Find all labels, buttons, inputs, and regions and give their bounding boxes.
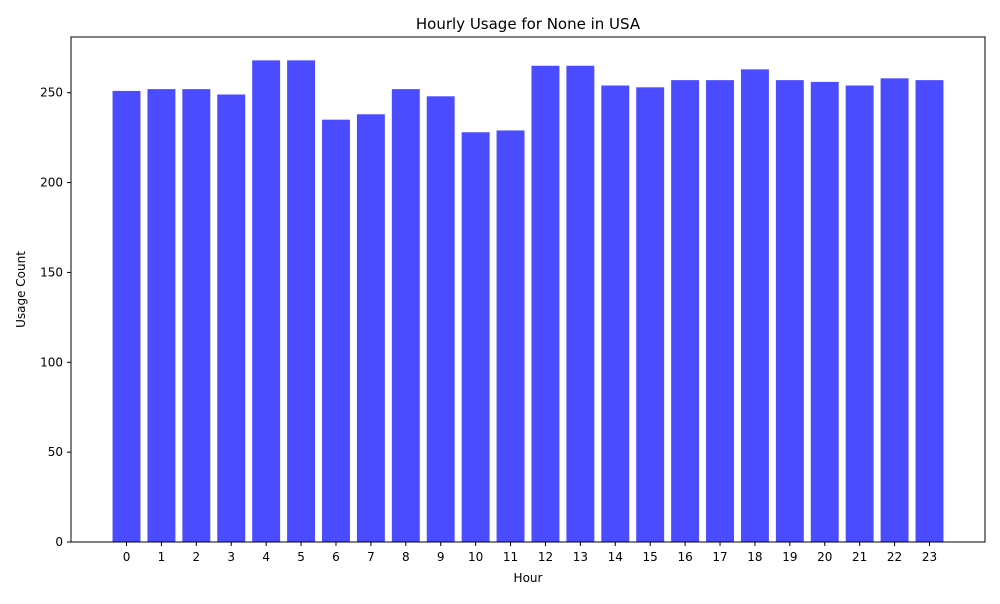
y-tick-label: 100	[40, 355, 63, 369]
bar-hour-1	[147, 89, 176, 543]
plot-frame	[70, 36, 986, 543]
y-tick-label: 200	[40, 176, 63, 190]
bar-hour-17	[706, 80, 734, 542]
bar-hour-14	[601, 85, 630, 542]
bars-group	[112, 60, 944, 543]
bar-hour-16	[671, 80, 700, 542]
x-tick-label: 5	[297, 550, 305, 564]
bar-hour-19	[775, 80, 804, 542]
x-tick-label: 17	[712, 550, 727, 564]
chart-title: Hourly Usage for None in USA	[416, 15, 641, 33]
x-tick-label: 0	[123, 550, 131, 564]
bar-hour-23	[915, 80, 944, 542]
bar-hour-6	[322, 119, 350, 542]
x-tick-label: 22	[887, 550, 902, 564]
y-axis: 0 50 100 150 200 250	[40, 86, 71, 549]
x-tick-label: 11	[503, 550, 518, 564]
bar-hour-4	[252, 60, 281, 543]
x-tick-label: 19	[782, 550, 797, 564]
x-tick-label: 9	[437, 550, 445, 564]
bar-hour-2	[182, 89, 211, 543]
bar-hour-11	[496, 130, 525, 542]
x-tick-label: 13	[573, 550, 588, 564]
bar-hour-0	[112, 90, 141, 543]
bar-hour-5	[287, 60, 316, 543]
y-axis-label: Usage Count	[14, 251, 28, 328]
bar-hour-15	[636, 87, 665, 542]
x-tick-label: 4	[262, 550, 270, 564]
x-axis: 0 1 2 3 4 5 6 7 8 9 10 11 12 13 14 15 16 17 18 19 20 21 22 23	[123, 542, 937, 564]
x-tick-label: 23	[922, 550, 937, 564]
x-tick-label: 3	[227, 550, 235, 564]
x-tick-label: 6	[332, 550, 340, 564]
x-tick-label: 7	[367, 550, 375, 564]
bar-hour-18	[740, 69, 769, 542]
y-tick-label: 250	[40, 86, 63, 100]
x-tick-label: 15	[643, 550, 658, 564]
x-tick-label: 1	[158, 550, 166, 564]
x-tick-label: 18	[747, 550, 762, 564]
y-tick-label: 50	[48, 445, 63, 459]
bar-hour-8	[391, 89, 420, 543]
x-tick-label: 21	[852, 550, 867, 564]
x-tick-label: 8	[402, 550, 410, 564]
x-tick-label: 12	[538, 550, 553, 564]
x-tick-label: 10	[468, 550, 483, 564]
y-tick-label: 0	[55, 535, 63, 549]
bar-hour-13	[566, 65, 595, 542]
x-tick-label: 14	[608, 550, 623, 564]
bar-hour-10	[461, 132, 490, 542]
x-axis-label: Hour	[514, 571, 543, 585]
bar-hour-9	[426, 96, 455, 542]
y-tick-label: 150	[40, 265, 63, 279]
bar-hour-12	[531, 65, 560, 542]
bar-hour-7	[356, 114, 385, 542]
bar-hour-21	[845, 85, 874, 542]
x-tick-label: 20	[817, 550, 832, 564]
x-tick-label: 2	[193, 550, 201, 564]
bar-hour-22	[880, 78, 909, 542]
x-tick-label: 16	[677, 550, 692, 564]
bar-hour-20	[810, 81, 839, 542]
bar-hour-3	[217, 94, 246, 542]
